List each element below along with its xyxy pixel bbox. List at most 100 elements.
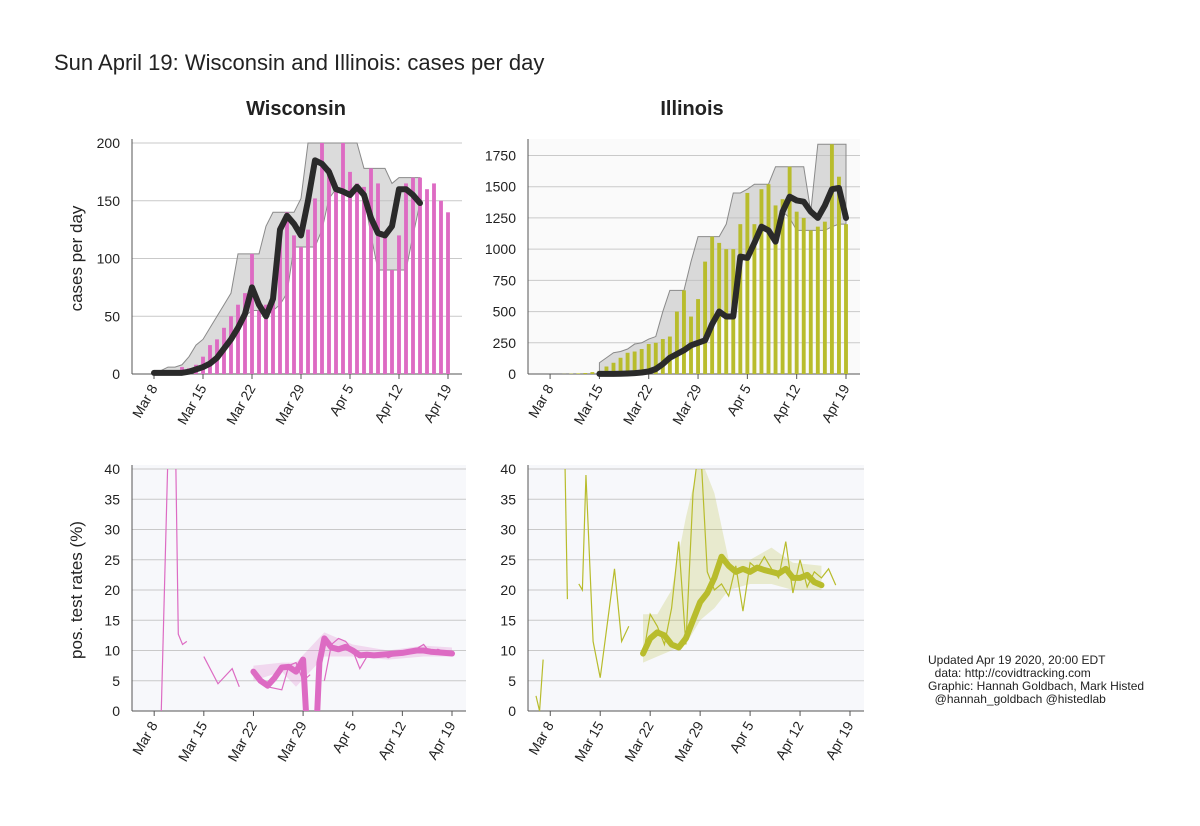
bar — [404, 183, 408, 374]
bar — [794, 211, 799, 374]
bar — [264, 304, 268, 374]
bar — [320, 143, 324, 374]
wi-pos-chart: 0 5 10 15 20 25 30 35 40 Mar 8 Mar 15 Mar 22 Mar 29 A… — [67, 461, 466, 764]
x-tick-label: Apr 12 — [769, 381, 804, 425]
x-tick-label: Apr 19 — [822, 718, 857, 762]
bar — [653, 342, 658, 374]
smoothed-positivity-line — [250, 656, 309, 711]
smoothed-cases-line — [151, 157, 423, 376]
x-tick-label: Mar 22 — [621, 718, 657, 764]
daily-positivity-line — [564, 469, 568, 600]
x-tick-label: Mar 22 — [620, 381, 656, 427]
y-axis-label: cases per day — [67, 205, 86, 311]
y-tick-label: 0 — [112, 703, 120, 719]
bar — [710, 236, 715, 374]
daily-positivity-line — [535, 659, 544, 711]
bar — [724, 249, 729, 374]
bar — [674, 311, 679, 374]
credits-block: Updated Apr 19 2020, 20:00 EDT data: htt… — [928, 654, 1144, 706]
x-tick-label: Mar 22 — [224, 718, 260, 764]
bar — [696, 299, 700, 374]
y-tick-label: 1500 — [485, 179, 516, 195]
y-tick-label: 40 — [500, 461, 516, 477]
x-tick-label: Apr 19 — [424, 718, 459, 762]
x-tick-label: Apr 5 — [326, 381, 357, 418]
y-tick-label: 35 — [500, 491, 516, 507]
bar — [334, 189, 338, 374]
bar — [327, 168, 331, 374]
x-tick-label: Apr 5 — [723, 381, 754, 418]
y-tick-label: 10 — [500, 643, 516, 659]
bar — [425, 189, 429, 374]
y-tick-label: 0 — [112, 366, 120, 382]
bar — [341, 143, 345, 374]
bar — [250, 253, 254, 374]
wi-cases-chart: 0 50 100 150 200 Mar 8 Mar 15 Mar 22 Mar 29 Apr 5… — [67, 135, 462, 427]
y-tick-label: 5 — [112, 673, 120, 689]
bar — [208, 345, 212, 374]
bar — [837, 176, 841, 374]
y-tick-label: 30 — [104, 522, 120, 538]
x-tick-label: Mar 29 — [274, 718, 310, 764]
x-tick-label: Apr 12 — [371, 381, 406, 425]
y-tick-label: 200 — [97, 135, 121, 151]
y-tick-label: 15 — [500, 612, 516, 628]
bar — [752, 224, 757, 374]
x-tick-label: Apr 5 — [726, 718, 757, 755]
figure-title: Sun April 19: Wisconsin and Illinois: ca… — [54, 50, 545, 75]
bar — [625, 352, 630, 374]
y-tick-label: 50 — [104, 308, 120, 324]
y-axis-label: pos. test rates (%) — [67, 521, 86, 659]
bar — [439, 200, 443, 374]
x-tick-label: Mar 15 — [570, 381, 606, 427]
bar — [397, 235, 401, 374]
bar — [583, 373, 588, 374]
daily-positivity-line — [578, 475, 630, 678]
wisconsin-panel-title: Wisconsin — [246, 98, 346, 120]
y-tick-label: 5 — [508, 673, 516, 689]
x-tick-label: Mar 8 — [129, 718, 161, 757]
y-tick-label: 15 — [104, 612, 120, 628]
bar — [780, 199, 785, 374]
x-tick-label: Mar 22 — [223, 381, 259, 427]
bar — [257, 310, 261, 374]
bar — [632, 351, 637, 374]
x-tick-label: Mar 8 — [525, 718, 557, 757]
x-tick-label: Apr 19 — [420, 381, 455, 425]
y-tick-label: 25 — [104, 552, 120, 568]
bar — [808, 230, 813, 374]
bar — [844, 224, 848, 374]
bar — [278, 226, 282, 374]
bar — [376, 183, 380, 374]
bar — [801, 217, 806, 374]
bar — [604, 366, 609, 374]
x-tick-label: Apr 19 — [818, 381, 853, 425]
bar — [682, 290, 686, 374]
y-tick-label: 0 — [508, 366, 516, 382]
bar — [390, 270, 394, 374]
daily-positivity-line — [160, 469, 169, 711]
plot-area — [160, 469, 455, 711]
bar — [313, 198, 317, 374]
bar — [646, 344, 651, 374]
bar — [369, 168, 373, 374]
bar — [773, 205, 778, 374]
y-tick-label: 1750 — [485, 147, 516, 163]
smoothed-positivity-line — [640, 553, 825, 657]
bar — [660, 339, 665, 374]
y-tick-label: 40 — [104, 461, 120, 477]
bar — [590, 372, 595, 374]
y-tick-label: 500 — [493, 304, 517, 320]
il-cases-chart: 0 250 500 750 1000 1250 1500 1750 Mar 8 Mar 15 Mar… — [485, 139, 860, 427]
smoothed-cases-line — [596, 184, 849, 377]
y-tick-label: 25 — [500, 552, 516, 568]
y-tick-label: 0 — [508, 703, 516, 719]
bar — [822, 221, 827, 374]
x-tick-label: Mar 8 — [129, 381, 161, 420]
x-tick-label: Mar 15 — [175, 718, 211, 764]
bar — [243, 293, 247, 374]
y-tick-label: 1250 — [485, 210, 516, 226]
y-tick-label: 35 — [104, 491, 120, 507]
x-tick-label: Apr 5 — [329, 718, 360, 755]
